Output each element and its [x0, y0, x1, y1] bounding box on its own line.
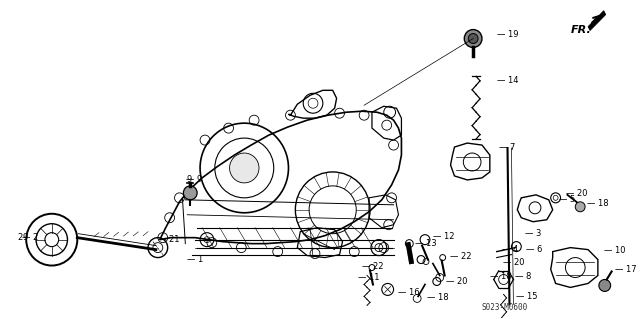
Text: — 5: — 5 — [559, 195, 575, 204]
Circle shape — [230, 153, 259, 183]
Text: — 12: — 12 — [433, 232, 454, 241]
Text: — 20: — 20 — [502, 258, 524, 267]
Text: — 17: — 17 — [614, 265, 636, 274]
Text: — 10: — 10 — [604, 246, 625, 255]
Text: — 14: — 14 — [497, 76, 518, 85]
Text: — 20: — 20 — [445, 277, 467, 286]
Text: 9: 9 — [22, 233, 28, 242]
Text: — 20: — 20 — [566, 189, 588, 198]
Text: — 15: — 15 — [516, 292, 538, 301]
Circle shape — [599, 279, 611, 292]
Text: — 2: — 2 — [22, 233, 38, 242]
Text: 9: 9 — [186, 175, 191, 184]
Circle shape — [468, 33, 478, 43]
Text: 2: 2 — [17, 233, 22, 242]
Circle shape — [575, 202, 585, 212]
Text: — 9: — 9 — [186, 175, 203, 184]
Text: — 13: — 13 — [415, 239, 437, 248]
Text: S023-M0600: S023-M0600 — [482, 303, 528, 312]
Text: — 18: — 18 — [490, 272, 511, 281]
Text: — 21: — 21 — [158, 235, 179, 244]
Text: — 4: — 4 — [502, 245, 518, 254]
Text: — 16: — 16 — [397, 288, 419, 297]
Text: — 22: — 22 — [449, 252, 471, 261]
Text: — 22: — 22 — [362, 262, 383, 271]
Text: — 1: — 1 — [188, 255, 204, 264]
Text: — 11: — 11 — [358, 273, 380, 282]
Circle shape — [184, 186, 197, 200]
Text: — 6: — 6 — [526, 245, 543, 254]
Circle shape — [464, 30, 482, 48]
Text: — 8: — 8 — [515, 272, 532, 281]
Text: — 19: — 19 — [497, 30, 518, 39]
Text: FR.: FR. — [570, 25, 591, 34]
Text: — 3: — 3 — [525, 229, 541, 238]
Text: — 7: — 7 — [499, 143, 515, 152]
Text: — 18: — 18 — [427, 293, 449, 302]
Polygon shape — [588, 11, 605, 31]
Text: — 18: — 18 — [587, 199, 609, 208]
